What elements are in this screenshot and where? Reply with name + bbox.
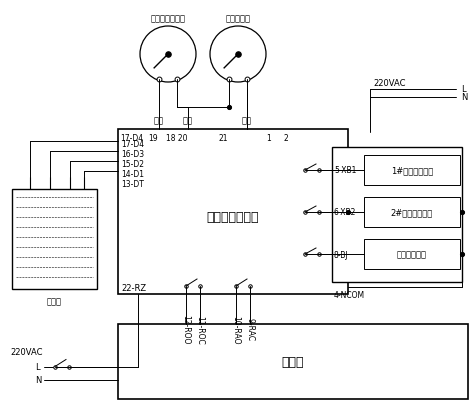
Text: 15-D2: 15-D2 (121, 160, 144, 169)
Text: 超限: 超限 (242, 116, 252, 125)
Bar (332, 148, 462, 282)
Text: L: L (461, 85, 466, 94)
Text: 2#泵交流接触器: 2#泵交流接触器 (391, 208, 433, 217)
Text: 燃烧机: 燃烧机 (282, 355, 304, 368)
Circle shape (140, 27, 196, 83)
Bar (364, 239, 460, 270)
Text: 220VAC: 220VAC (10, 347, 42, 356)
Bar (364, 198, 460, 227)
Text: 16-D3: 16-D3 (121, 150, 144, 159)
Text: 电极筒: 电极筒 (47, 297, 62, 306)
Text: 8-BJ: 8-BJ (334, 250, 349, 259)
Text: 超限压力表: 超限压力表 (226, 14, 251, 23)
Circle shape (210, 27, 266, 83)
Text: 12-ROO: 12-ROO (181, 315, 190, 344)
Text: 2: 2 (283, 134, 288, 143)
Text: 22-RZ: 22-RZ (121, 283, 146, 292)
Text: N: N (461, 93, 467, 102)
Bar (118, 130, 348, 294)
Text: 外部报警设备: 外部报警设备 (397, 250, 427, 259)
Text: 11-ROC: 11-ROC (195, 315, 204, 344)
Text: 下限: 下限 (154, 116, 164, 125)
Text: 14-D1: 14-D1 (121, 170, 144, 179)
Text: 4-NCOM: 4-NCOM (334, 290, 365, 299)
Text: 13-DT: 13-DT (121, 180, 144, 189)
Bar (364, 155, 460, 186)
Text: 21: 21 (218, 134, 227, 143)
Text: L: L (35, 362, 40, 371)
Text: 19: 19 (148, 134, 158, 143)
Text: 18 20: 18 20 (166, 134, 187, 143)
Text: 10-RAO: 10-RAO (232, 315, 241, 344)
Text: 220VAC: 220VAC (374, 78, 406, 87)
Text: 蒸汽锅炉控制器: 蒸汽锅炉控制器 (207, 211, 259, 223)
Bar (118, 324, 468, 399)
Text: 自动启停炉压力: 自动启停炉压力 (151, 14, 186, 23)
Text: 1: 1 (266, 134, 271, 143)
Text: 9-RAC: 9-RAC (245, 318, 254, 341)
Bar (12, 189, 97, 289)
Text: 6-XB2: 6-XB2 (334, 208, 357, 217)
Text: 5-XB1: 5-XB1 (334, 166, 357, 175)
Text: 17-D4: 17-D4 (121, 139, 144, 148)
Text: 17-D4: 17-D4 (120, 134, 143, 143)
Text: 1#泵交流接触器: 1#泵交流接触器 (391, 166, 433, 175)
Text: N: N (35, 375, 41, 384)
Text: 上限: 上限 (183, 116, 193, 125)
